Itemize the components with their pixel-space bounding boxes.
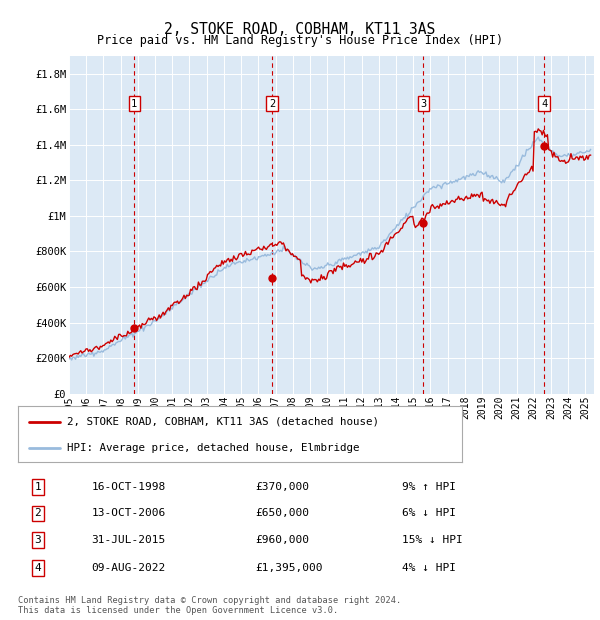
- Text: 1: 1: [34, 482, 41, 492]
- Text: 9% ↑ HPI: 9% ↑ HPI: [401, 482, 455, 492]
- Text: 1: 1: [131, 99, 137, 109]
- Text: 2: 2: [34, 508, 41, 518]
- Text: 3: 3: [34, 535, 41, 545]
- Text: £960,000: £960,000: [255, 535, 309, 545]
- Text: Price paid vs. HM Land Registry's House Price Index (HPI): Price paid vs. HM Land Registry's House …: [97, 34, 503, 47]
- Text: £650,000: £650,000: [255, 508, 309, 518]
- Text: HPI: Average price, detached house, Elmbridge: HPI: Average price, detached house, Elmb…: [67, 443, 359, 453]
- Text: 3: 3: [420, 99, 427, 109]
- Text: £1,395,000: £1,395,000: [255, 563, 322, 573]
- Text: 2: 2: [269, 99, 275, 109]
- Text: 2, STOKE ROAD, COBHAM, KT11 3AS (detached house): 2, STOKE ROAD, COBHAM, KT11 3AS (detache…: [67, 417, 379, 427]
- Text: 09-AUG-2022: 09-AUG-2022: [91, 563, 166, 573]
- Text: Contains HM Land Registry data © Crown copyright and database right 2024.
This d: Contains HM Land Registry data © Crown c…: [18, 596, 401, 615]
- Text: 15% ↓ HPI: 15% ↓ HPI: [401, 535, 462, 545]
- Text: 16-OCT-1998: 16-OCT-1998: [91, 482, 166, 492]
- Text: 31-JUL-2015: 31-JUL-2015: [91, 535, 166, 545]
- Text: £370,000: £370,000: [255, 482, 309, 492]
- Text: 13-OCT-2006: 13-OCT-2006: [91, 508, 166, 518]
- Text: 4% ↓ HPI: 4% ↓ HPI: [401, 563, 455, 573]
- Text: 6% ↓ HPI: 6% ↓ HPI: [401, 508, 455, 518]
- Text: 2, STOKE ROAD, COBHAM, KT11 3AS: 2, STOKE ROAD, COBHAM, KT11 3AS: [164, 22, 436, 37]
- Text: 4: 4: [34, 563, 41, 573]
- Text: 4: 4: [541, 99, 547, 109]
